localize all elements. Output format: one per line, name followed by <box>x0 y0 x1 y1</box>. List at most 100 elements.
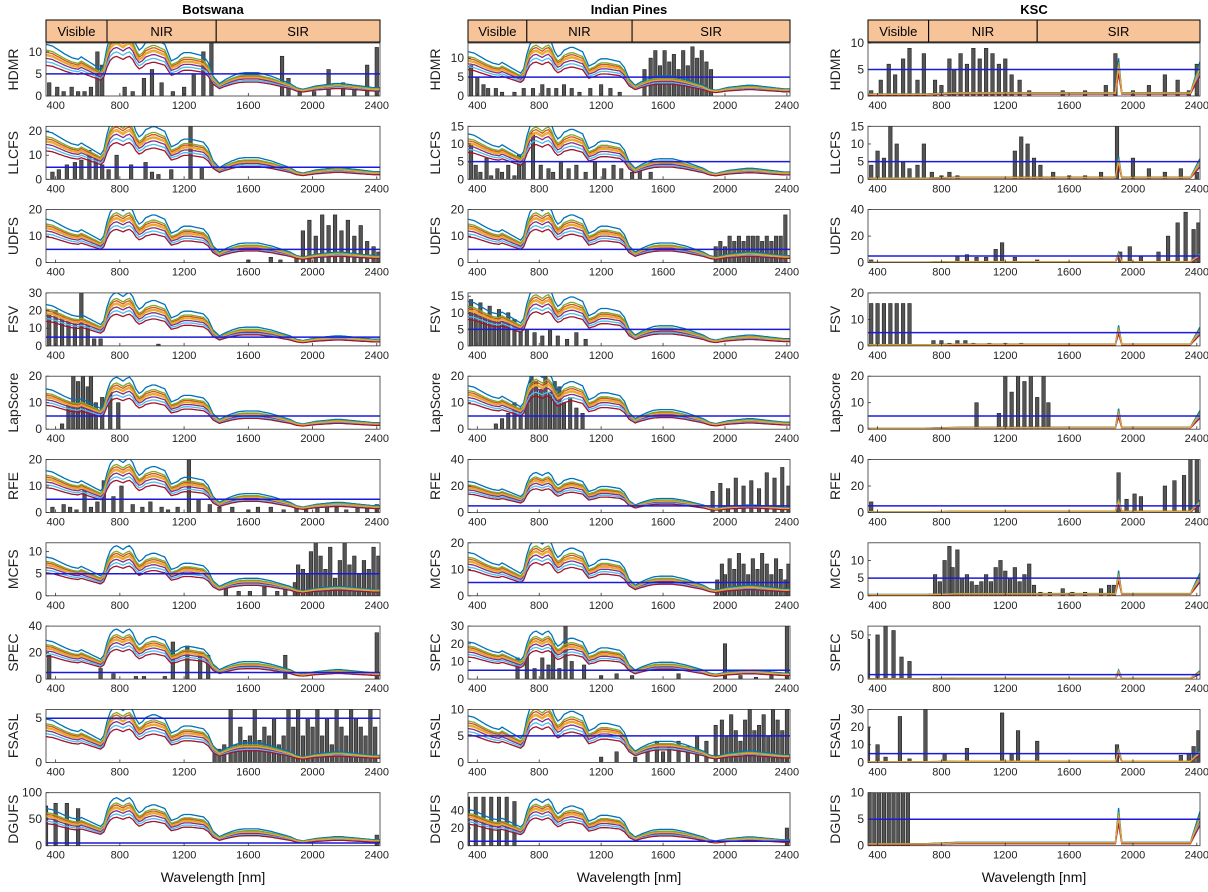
spectrum-line <box>468 378 790 425</box>
bar <box>328 546 333 596</box>
bar <box>888 303 893 346</box>
bar <box>907 47 912 96</box>
method-label: LLCFS <box>427 131 443 175</box>
bar <box>315 709 320 763</box>
x-tick-label: 1600 <box>1057 850 1081 862</box>
bar <box>371 546 376 596</box>
x-tick-label: 400 <box>468 766 486 778</box>
bar <box>538 164 543 180</box>
bar <box>1098 171 1104 180</box>
bar <box>1103 85 1108 96</box>
y-tick-label: 0 <box>35 256 42 270</box>
spectrum-line <box>468 376 790 425</box>
spectrum-line <box>868 807 1200 845</box>
bar <box>869 501 874 513</box>
bar <box>162 676 167 680</box>
panel-frame <box>867 542 1201 597</box>
bar <box>252 709 257 763</box>
x-tick-label: 1600 <box>651 100 675 112</box>
x-tick-label: 400 <box>868 600 886 612</box>
x-tick-label: 2400 <box>775 766 799 778</box>
x-tick-label: 1600 <box>1057 183 1081 195</box>
bar <box>50 171 55 180</box>
bar <box>469 299 474 346</box>
y-tick-label: 5 <box>857 155 864 169</box>
y-tick-label: 0 <box>857 256 864 270</box>
bar <box>1127 246 1132 263</box>
bar <box>893 74 898 96</box>
bar <box>74 509 79 513</box>
bar <box>869 303 874 346</box>
bar <box>88 86 94 96</box>
method-label: MCFS <box>5 549 21 589</box>
y-tick-label: 0 <box>35 755 42 769</box>
x-tick-label: 2000 <box>1121 517 1145 529</box>
bar <box>300 568 305 596</box>
spectrum-line <box>46 545 380 592</box>
x-tick-label: 2400 <box>1185 350 1208 362</box>
method-label: RFE <box>5 472 21 500</box>
bar <box>1000 242 1005 263</box>
panel-fsv: 0 5 10 15 400 800 1200 1600 2000 2400 FSV <box>427 289 799 362</box>
bar <box>141 78 147 96</box>
bar <box>56 169 61 180</box>
bar <box>344 735 349 763</box>
bar <box>582 664 587 680</box>
spectrum-line <box>868 412 1200 429</box>
method-label: FSV <box>5 305 21 333</box>
x-tick-label: 800 <box>932 267 950 279</box>
y-tick-label: 5 <box>857 571 864 585</box>
bar <box>923 709 928 763</box>
spectrum-line <box>868 575 1200 596</box>
panel-mcfs: 0 5 10 400 800 1200 1600 2000 2400 MCFS <box>5 542 389 612</box>
spectrum-line <box>46 141 380 177</box>
bar <box>588 88 593 96</box>
bar <box>59 423 65 430</box>
x-tick-label: 2000 <box>300 600 324 612</box>
bar <box>337 560 342 596</box>
y-tick-label: 5 <box>35 67 42 81</box>
y-tick-label: 0 <box>457 256 464 270</box>
panel-fsv: 0 10 20 400 800 1200 1600 2000 2400 FSV <box>827 286 1208 362</box>
bar <box>546 88 551 96</box>
x-tick-label: 400 <box>46 267 64 279</box>
x-tick-label: 2400 <box>775 100 799 112</box>
bar <box>129 164 134 180</box>
x-tick-label: 2400 <box>775 183 799 195</box>
panel-spec: 0 10 20 30 400 800 1200 1600 2000 2400 SPEC <box>427 619 799 695</box>
x-tick-label: 400 <box>468 850 486 862</box>
x-tick-label: 800 <box>932 600 950 612</box>
y-tick-label: 0 <box>857 339 864 353</box>
bar <box>1156 251 1161 263</box>
bar <box>374 47 379 96</box>
y-tick-label: 10 <box>451 306 465 320</box>
spectrum-line <box>868 823 1200 846</box>
x-tick-label: 1600 <box>651 350 675 362</box>
bar <box>500 91 505 96</box>
y-tick-label: 40 <box>451 803 465 817</box>
x-tick-label: 2000 <box>713 683 737 695</box>
method-label: SPEC <box>827 634 843 672</box>
y-tick-label: 0 <box>35 339 42 353</box>
spectrum-line <box>468 709 790 758</box>
y-tick-label: 0 <box>35 839 42 853</box>
panel-frame <box>45 42 381 97</box>
bar <box>974 584 979 596</box>
spectrum-line <box>46 633 380 676</box>
bar <box>868 639 871 680</box>
y-tick-label: 0 <box>857 172 864 186</box>
bar <box>741 563 746 596</box>
method-label: RFE <box>427 472 443 500</box>
region-label: NIR <box>150 24 172 39</box>
x-tick-label: 1200 <box>172 683 196 695</box>
x-tick-label: 800 <box>111 517 129 529</box>
x-tick-label: 1600 <box>236 433 260 445</box>
bar <box>769 574 774 596</box>
panel-fsasl: 0 5 10 400 800 1200 1600 2000 2400 FSASL <box>427 702 799 778</box>
y-tick-label: 10 <box>851 396 865 410</box>
bar <box>296 709 301 763</box>
bar <box>140 506 145 513</box>
bar <box>633 756 638 763</box>
bar <box>546 664 551 680</box>
bar <box>565 338 570 346</box>
